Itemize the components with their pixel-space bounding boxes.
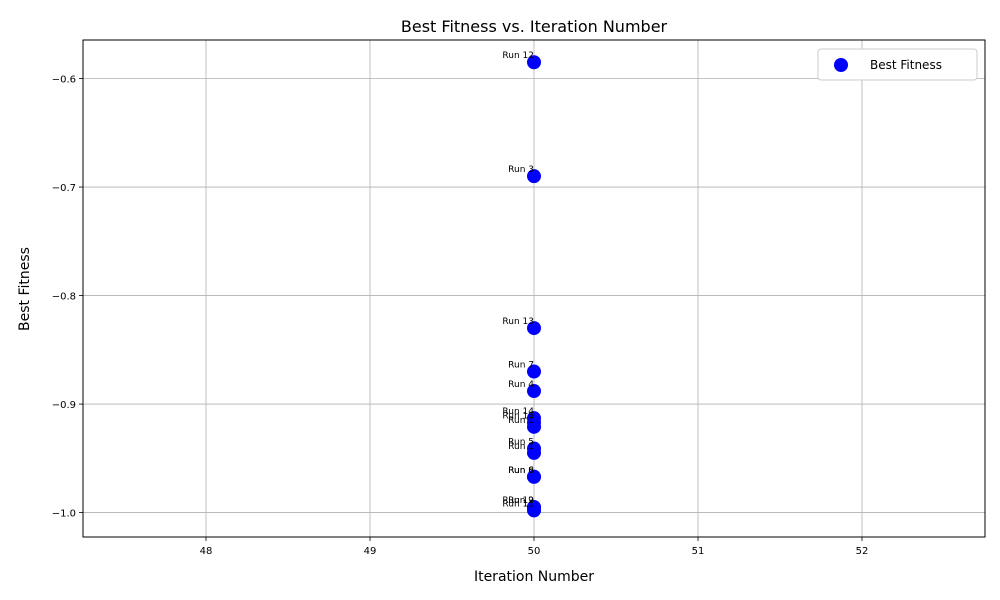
data-point-label: Run 1 [508,416,534,426]
legend-marker-icon [834,58,848,72]
data-point-label: Run 16 [502,412,534,422]
x-tick-label: 51 [692,546,705,557]
data-point-label: Run 6 [508,466,534,476]
y-tick-label: −0.9 [52,400,76,411]
data-point-label: Run 1 [508,442,534,452]
data-point-label: Run 3 [508,165,534,175]
x-axis-ticks: 48 49 50 51 52 [200,537,869,557]
data-point-label: Run 2 [508,496,534,506]
y-tick-label: −0.6 [52,75,76,86]
x-tick-label: 52 [856,546,869,557]
data-point-label: Run 7 [508,361,534,371]
y-tick-label: −0.8 [52,292,76,303]
data-point-label: Run 12 [502,51,534,61]
data-point [527,321,541,336]
legend-entry: Best Fitness [870,58,942,72]
y-axis-label: Best Fitness [17,247,33,331]
y-tick-label: −0.7 [52,183,76,194]
x-tick-label: 49 [364,546,377,557]
y-tick-label: −1.0 [52,509,76,520]
y-axis-ticks: −1.0 −0.9 −0.8 −0.7 −0.6 [52,75,83,520]
data-point [527,503,541,518]
data-point [527,384,541,399]
data-point-label: Run 13 [502,317,534,327]
data-point [527,445,541,460]
data-point [527,469,541,484]
data-point [527,419,541,434]
data-point [527,169,541,184]
data-point-label: Run 5 [508,438,534,448]
data-points [527,55,541,518]
x-axis-label: Iteration Number [474,569,594,585]
x-tick-label: 48 [200,546,213,557]
data-point-label: Run 19 [502,496,534,506]
legend: Best Fitness [817,48,978,81]
data-point [527,55,541,70]
legend-box [817,48,978,81]
data-point-label: Run 11 [502,499,534,509]
x-tick-label: 50 [528,546,541,557]
data-point-label: Run 4 [508,380,534,390]
data-point [527,364,541,379]
data-point-label: Run 8 [508,466,534,476]
chart-title: Best Fitness vs. Iteration Number [401,17,668,36]
data-point-label: Run 14 [502,407,534,417]
